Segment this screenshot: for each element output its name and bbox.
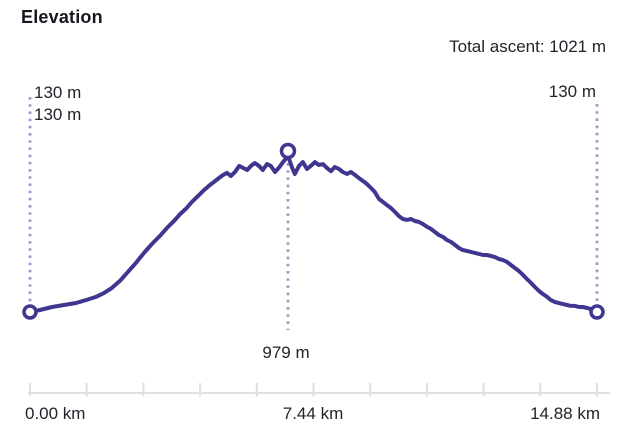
start-elevation-label-2: 130 m bbox=[34, 105, 82, 124]
waypoint-markers[interactable] bbox=[22, 142, 605, 320]
total-ascent-label: Total ascent: 1021 m bbox=[449, 37, 606, 56]
waypoint-marker-end[interactable] bbox=[589, 304, 605, 320]
waypoint-marker-start[interactable] bbox=[22, 304, 38, 320]
end-elevation-label: 130 m bbox=[548, 82, 596, 101]
waypoint-marker-peak[interactable] bbox=[279, 142, 297, 160]
start-elevation-label-1: 130 m bbox=[34, 83, 82, 102]
chart-title: Elevation bbox=[21, 7, 103, 27]
x-axis-label-start: 0.00 km bbox=[25, 404, 86, 423]
peak-elevation-label: 979 m bbox=[262, 343, 310, 362]
x-axis-label-mid: 7.44 km bbox=[282, 404, 344, 423]
x-axis bbox=[28, 383, 610, 397]
x-axis-label-end: 14.88 km bbox=[530, 404, 600, 423]
elevation-profile-line[interactable] bbox=[28, 154, 599, 314]
start-elevation-labels: 130 m 130 m bbox=[34, 82, 81, 126]
guide-lines bbox=[28, 97, 599, 330]
